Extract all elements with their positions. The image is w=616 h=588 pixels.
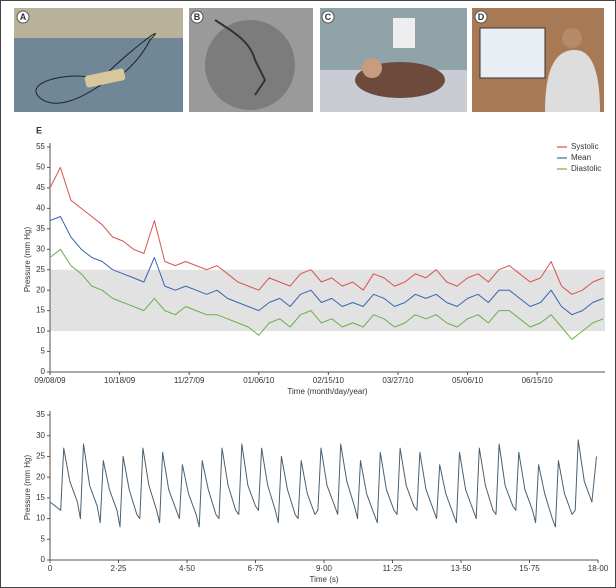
x-tick-label: 6·75	[247, 564, 264, 573]
x-tick-label: 10/18/09	[104, 376, 136, 385]
x-tick-label: 09/08/09	[34, 376, 66, 385]
y-tick-label: 5	[41, 347, 46, 356]
y-axis-title: Pressure (mm Hg)	[23, 226, 32, 292]
y-tick-label: 50	[36, 163, 45, 172]
x-tick-label: 06/15/10	[522, 376, 554, 385]
panel-label: C	[325, 12, 332, 22]
y-axis-title: Pressure (mm Hg)	[23, 454, 32, 520]
y-tick-label: 0	[41, 367, 46, 376]
x-tick-label: 01/06/10	[243, 376, 275, 385]
x-tick-label: 03/27/10	[382, 376, 414, 385]
panel-label: D	[478, 12, 485, 22]
y-tick-label: 55	[36, 142, 45, 151]
x-tick-label: 05/06/10	[452, 376, 484, 385]
y-tick-label: 30	[36, 431, 45, 440]
x-tick-label: 9·00	[316, 564, 333, 573]
y-tick-label: 5	[41, 534, 46, 543]
legend-label: Diastolic	[571, 164, 601, 173]
y-tick-label: 40	[36, 203, 45, 212]
legend-label: Systolic	[571, 142, 599, 151]
panel-label: B	[194, 12, 201, 22]
data-line	[50, 440, 597, 527]
y-tick-label: 20	[36, 472, 45, 481]
y-tick-label: 20	[36, 285, 45, 294]
x-tick-label: 11/27/09	[174, 376, 205, 385]
y-tick-label: 35	[36, 224, 45, 233]
x-tick-label: 15·75	[519, 564, 540, 573]
legend-label: Mean	[571, 153, 591, 162]
y-tick-label: 10	[36, 514, 45, 523]
photo-a	[14, 8, 183, 112]
y-tick-label: 25	[36, 265, 45, 274]
y-tick-label: 25	[36, 452, 45, 461]
panel-label: A	[20, 12, 27, 22]
y-tick-label: 45	[36, 183, 45, 192]
y-tick-label: 30	[36, 244, 45, 253]
figure-canvas: ABCDE051015202530354045505509/08/0910/18…	[0, 0, 616, 588]
x-tick-label: 0	[48, 564, 53, 573]
y-tick-label: 15	[36, 306, 45, 315]
x-axis-title: Time (s)	[309, 575, 338, 584]
x-tick-label: 18·00	[588, 564, 609, 573]
photo-b	[189, 8, 313, 112]
x-axis-title: Time (month/day/year)	[287, 387, 368, 396]
panel-label: E	[36, 125, 42, 135]
figure: ABCDE051015202530354045505509/08/0910/18…	[0, 0, 616, 588]
x-tick-label: 11·25	[383, 564, 403, 573]
y-tick-label: 0	[41, 555, 46, 564]
y-tick-label: 35	[36, 410, 45, 419]
photo-c	[320, 8, 467, 112]
x-tick-label: 02/15/10	[313, 376, 345, 385]
x-tick-label: 13·50	[451, 564, 472, 573]
photo-d	[472, 8, 604, 112]
y-tick-label: 15	[36, 493, 45, 502]
x-tick-label: 4·50	[179, 564, 196, 573]
y-tick-label: 10	[36, 326, 45, 335]
x-tick-label: 2·25	[110, 564, 127, 573]
